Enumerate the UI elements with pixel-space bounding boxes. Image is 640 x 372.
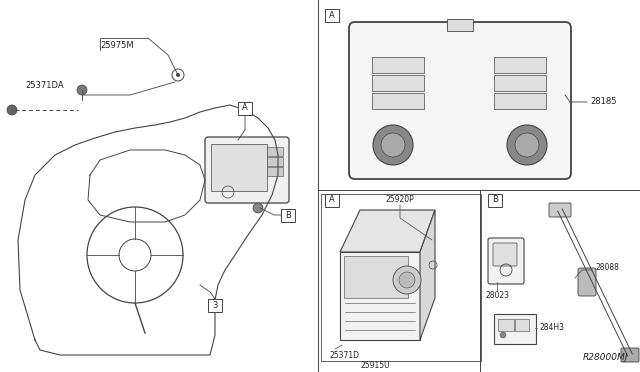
Circle shape	[77, 85, 87, 95]
FancyBboxPatch shape	[211, 144, 267, 191]
Text: 28088: 28088	[595, 263, 619, 273]
FancyBboxPatch shape	[205, 137, 289, 203]
FancyBboxPatch shape	[372, 57, 424, 73]
FancyBboxPatch shape	[578, 268, 596, 296]
FancyBboxPatch shape	[515, 319, 529, 331]
Circle shape	[176, 73, 180, 77]
Text: R28000MJ: R28000MJ	[582, 353, 628, 362]
Circle shape	[7, 105, 17, 115]
Circle shape	[253, 203, 263, 213]
FancyBboxPatch shape	[325, 9, 339, 22]
Text: 28023: 28023	[485, 291, 509, 299]
FancyBboxPatch shape	[344, 256, 408, 298]
FancyBboxPatch shape	[267, 157, 283, 166]
Circle shape	[393, 266, 421, 294]
Circle shape	[373, 125, 413, 165]
Text: 3: 3	[212, 301, 218, 310]
FancyBboxPatch shape	[494, 314, 536, 344]
FancyBboxPatch shape	[238, 102, 252, 115]
FancyBboxPatch shape	[447, 19, 473, 31]
Text: A: A	[329, 10, 335, 19]
Polygon shape	[420, 210, 435, 340]
FancyBboxPatch shape	[349, 22, 571, 179]
Text: B: B	[285, 211, 291, 219]
Text: B: B	[492, 196, 498, 205]
Text: 25975M: 25975M	[100, 41, 134, 49]
Circle shape	[500, 332, 506, 338]
FancyBboxPatch shape	[494, 57, 546, 73]
FancyBboxPatch shape	[372, 75, 424, 91]
FancyBboxPatch shape	[325, 193, 339, 206]
Text: 25371DA: 25371DA	[25, 80, 63, 90]
FancyBboxPatch shape	[372, 93, 424, 109]
Text: 284H3: 284H3	[540, 324, 565, 333]
Circle shape	[399, 272, 415, 288]
FancyBboxPatch shape	[498, 319, 514, 331]
FancyBboxPatch shape	[493, 243, 517, 266]
Text: 25920P: 25920P	[386, 196, 414, 205]
FancyBboxPatch shape	[267, 147, 283, 156]
Text: A: A	[242, 103, 248, 112]
FancyBboxPatch shape	[488, 238, 524, 284]
FancyBboxPatch shape	[494, 93, 546, 109]
FancyBboxPatch shape	[281, 208, 295, 221]
Text: 25915U: 25915U	[360, 360, 390, 369]
FancyBboxPatch shape	[208, 298, 222, 311]
FancyBboxPatch shape	[488, 193, 502, 206]
Text: A: A	[329, 196, 335, 205]
Circle shape	[381, 133, 405, 157]
Polygon shape	[340, 210, 435, 252]
FancyBboxPatch shape	[267, 167, 283, 176]
Text: 28185: 28185	[590, 97, 616, 106]
FancyBboxPatch shape	[621, 348, 639, 362]
Circle shape	[507, 125, 547, 165]
Polygon shape	[340, 252, 420, 340]
Circle shape	[515, 133, 539, 157]
FancyBboxPatch shape	[549, 203, 571, 217]
Text: 25371D: 25371D	[330, 350, 360, 359]
FancyBboxPatch shape	[494, 75, 546, 91]
